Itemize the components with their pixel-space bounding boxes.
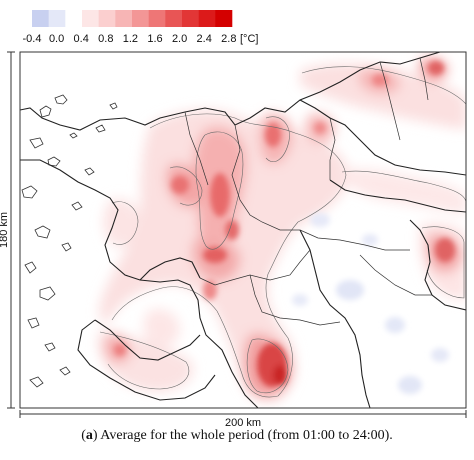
colorbar-segment [32,10,49,27]
negative-anomaly-patches [292,213,449,394]
colorbar-segment [98,10,116,27]
x-scale-bar [19,410,467,418]
y-scale-bar [7,51,15,409]
caption-letter: a [85,428,93,443]
colorbar-segment [82,10,99,27]
colorbar-segment [198,10,216,27]
colorbar [32,10,233,27]
coastlines [20,52,466,408]
colorbar-tick-label: 0.0 [49,33,64,45]
prefecture-boundaries [184,57,432,326]
caption-text: Average for the whole period (from 01:00… [97,428,393,443]
colorbar-segment [65,10,83,27]
colorbar-tick-label: 2.0 [172,33,187,45]
colorbar-tick-label: 1.2 [123,33,138,45]
y-axis-label: 180 km [0,212,10,248]
colorbar-segment [182,10,199,27]
contour-lines [99,66,466,398]
colorbar-tick-label: 2.4 [197,33,212,45]
colorbar-segment [115,10,133,27]
anomaly-hotspots [114,61,455,387]
colorbar-tick-label: 0.8 [98,33,113,45]
colorbar-segment [132,10,149,27]
colorbar-tick-label: -0.4 [23,33,42,45]
colorbar-tick-label: 1.6 [147,33,162,45]
colorbar-segment [165,10,183,27]
colorbar-unit: [°C] [240,33,258,45]
western-islands [21,94,118,388]
colorbar-segment [148,10,166,27]
map-frame [19,51,467,409]
x-axis-label: 200 km [225,417,261,429]
map-content [20,52,466,408]
colorbar-ticks: -0.4 0.0 0.4 0.8 1.2 1.6 2.0 2.4 2.8 [°C] [23,33,259,45]
colorbar-tick-label: 2.8 [221,33,236,45]
colorbar-tick-label: 0.4 [74,33,89,45]
colorbar-segment [48,10,66,27]
figure-caption: (a) Average for the whole period (from 0… [81,428,393,443]
colorbar-segment [215,10,233,27]
